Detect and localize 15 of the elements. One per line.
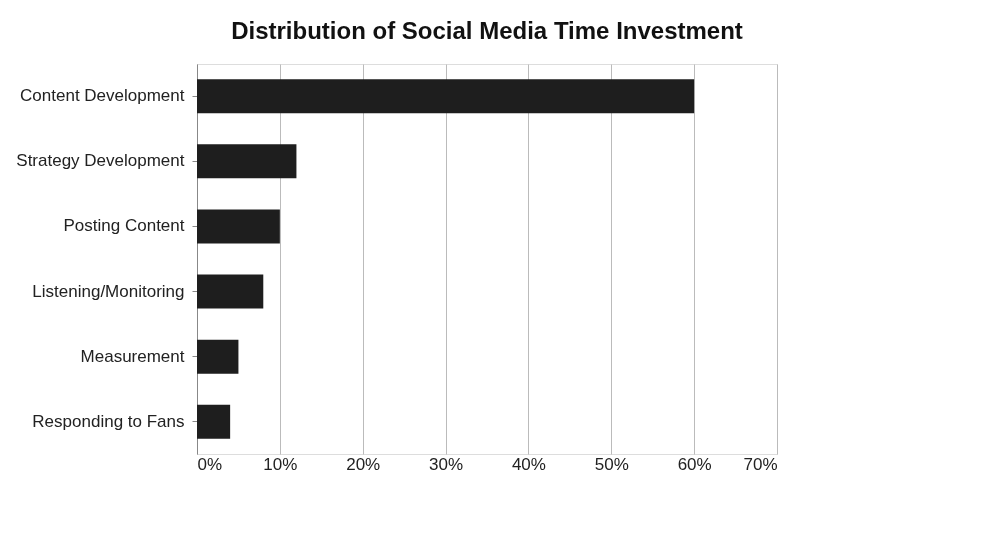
x-tick-label: 60% bbox=[677, 454, 712, 474]
x-tick-label: 70% bbox=[743, 454, 778, 474]
y-tick-label: Measurement bbox=[80, 346, 185, 366]
chart-title: Distribution of Social Media Time Investment bbox=[231, 17, 743, 44]
x-tick-label: 30% bbox=[429, 454, 464, 474]
x-tick-label: 0% bbox=[197, 454, 223, 474]
y-tick-label: Listening/Monitoring bbox=[32, 281, 185, 301]
x-tick-label: 40% bbox=[511, 454, 546, 474]
y-tick-label: Content Development bbox=[20, 86, 185, 106]
x-tick-label: 10% bbox=[263, 454, 298, 474]
x-tick-label: 20% bbox=[346, 454, 381, 474]
x-tick-label: 50% bbox=[594, 454, 629, 474]
y-tick-label: Responding to Fans bbox=[32, 411, 185, 431]
y-tick-label: Strategy Development bbox=[16, 151, 185, 171]
y-tick-label: Posting Content bbox=[63, 216, 185, 236]
